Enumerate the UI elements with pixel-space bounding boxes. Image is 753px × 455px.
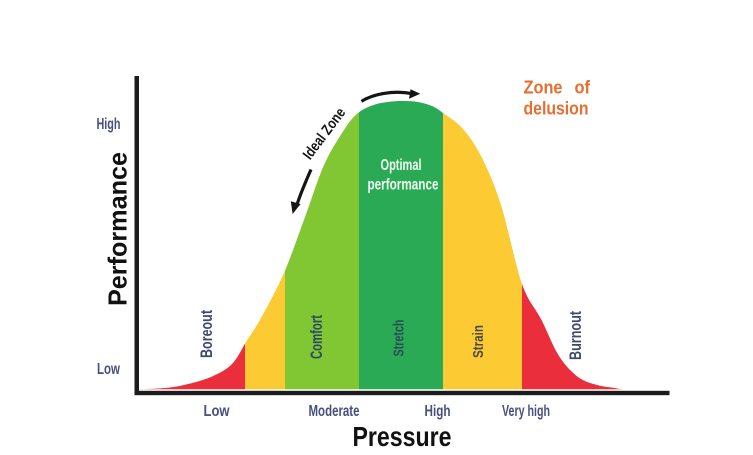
svg-text:High: High [425, 403, 451, 420]
svg-text:delusion: delusion [524, 99, 589, 119]
svg-text:Stretch: Stretch [391, 320, 408, 357]
svg-text:Moderate: Moderate [309, 403, 360, 420]
svg-text:Low: Low [204, 403, 230, 420]
svg-text:Performance: Performance [103, 152, 133, 306]
svg-text:Strain: Strain [470, 325, 487, 358]
svg-text:Pressure: Pressure [353, 421, 452, 452]
svg-text:Optimal: Optimal [381, 157, 422, 174]
svg-text:Zone: Zone [524, 78, 563, 98]
svg-text:Very high: Very high [502, 403, 550, 420]
svg-text:Low: Low [97, 361, 120, 378]
svg-text:of: of [575, 78, 591, 98]
svg-text:Boreout: Boreout [197, 310, 216, 358]
svg-text:Comfort: Comfort [307, 315, 326, 359]
svg-text:High: High [97, 116, 121, 133]
svg-text:performance: performance [368, 177, 439, 194]
svg-text:Burnout: Burnout [566, 311, 585, 360]
